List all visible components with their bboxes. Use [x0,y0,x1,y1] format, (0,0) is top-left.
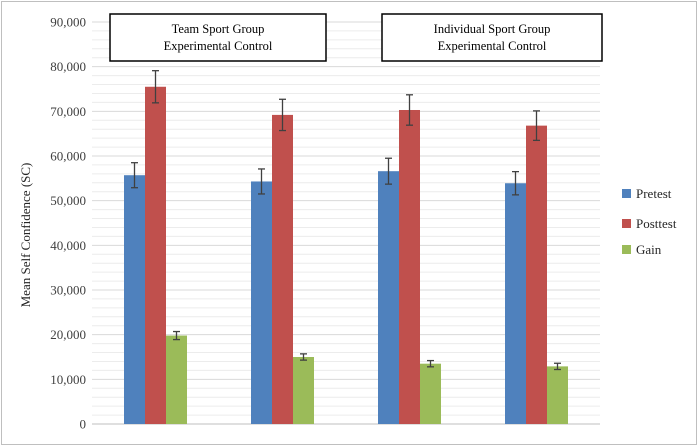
annotation-box-individual: Individual Sport Group Experimental Cont… [381,13,603,62]
legend-swatch-gain [622,245,631,254]
legend-swatch-posttest [622,219,631,228]
annotation-box-team: Team Sport Group Experimental Control [109,13,327,62]
bar-gain [420,363,441,424]
bar-posttest [526,125,547,425]
y-tick-label: 30,000 [50,283,86,298]
bar-gain [166,335,187,424]
error-bar [427,359,434,368]
bar-posttest [272,114,293,424]
error-bar [512,170,519,196]
error-bar [258,168,265,195]
y-axis-ticks: 0 10,000 20,000 30,000 40,000 50,000 60,000 70,… [50,15,86,432]
legend-swatch-pretest [622,189,631,198]
annotation-individual-line1: Individual Sport Group [434,22,551,36]
y-tick-label: 10,000 [50,372,86,387]
y-tick-label: 70,000 [50,104,86,119]
annotation-individual-line2: Experimental Control [438,39,547,53]
bar-gain [547,366,568,424]
error-bar [385,157,392,185]
error-bar [406,94,413,126]
y-axis-title: Mean Self Confidence (SC) [18,163,33,308]
bar-pretest [378,171,399,424]
bars [124,70,568,425]
error-bar [554,362,561,371]
annotation-team-line1: Team Sport Group [172,22,265,36]
error-bar [152,70,159,104]
error-bar [279,98,286,132]
y-tick-label: 50,000 [50,193,86,208]
legend-label-posttest: Posttest [636,216,677,231]
annotation-team-line2: Experimental Control [164,39,273,53]
y-tick-label: 80,000 [50,59,86,74]
error-bar [173,330,180,341]
y-tick-label: 20,000 [50,327,86,342]
bar-pretest [124,175,145,424]
y-tick-label: 60,000 [50,149,86,164]
bar-gain [293,357,314,424]
legend-label-gain: Gain [636,242,662,257]
y-tick-label: 40,000 [50,238,86,253]
error-bar [300,353,307,361]
error-bar [533,110,540,142]
bar-posttest [399,109,420,424]
bar-pretest [251,181,272,424]
legend: Pretest Posttest Gain [622,186,677,257]
error-bar [131,162,138,189]
legend-label-pretest: Pretest [636,186,672,201]
bar-posttest [145,86,166,425]
y-tick-label: 0 [80,417,87,432]
bar-pretest [505,183,526,424]
y-tick-label: 90,000 [50,15,86,30]
